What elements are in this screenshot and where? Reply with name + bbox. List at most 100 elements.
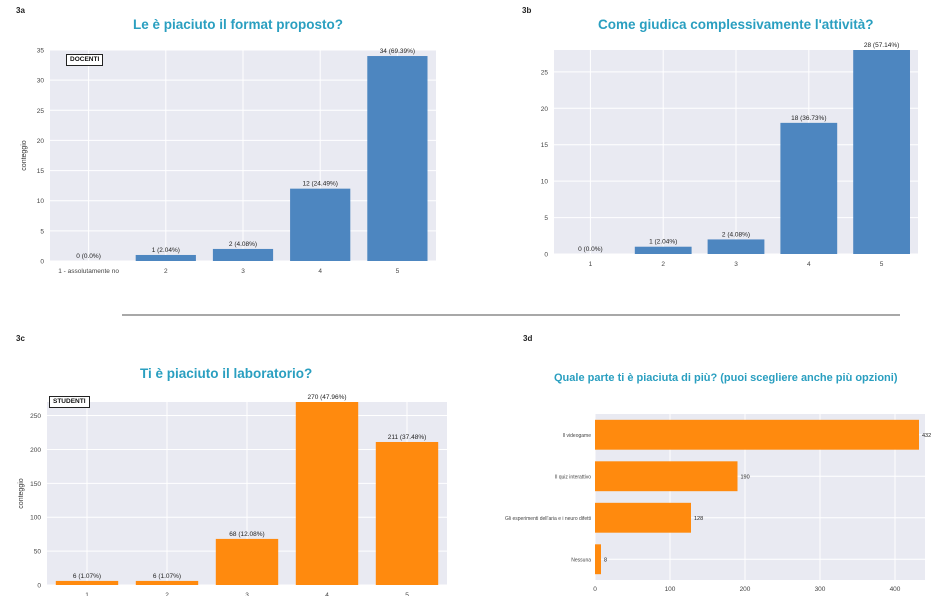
data-label: 190	[741, 474, 750, 480]
x-tick-label: 2	[164, 268, 168, 275]
bar	[595, 419, 919, 450]
bar	[375, 441, 439, 585]
data-label: 18 (36.73%)	[791, 115, 826, 122]
bar	[595, 502, 691, 533]
bar	[135, 254, 196, 261]
bar	[780, 122, 838, 254]
x-tick-label: 4	[807, 261, 811, 268]
bar-chart-3d: 0 100 200 300 400 432 Il videogame 190 Il quiz i…	[505, 414, 931, 593]
bar	[135, 580, 199, 585]
y-tick-label: 0	[40, 259, 44, 266]
y-axis-label: conteggio	[18, 478, 25, 508]
x-tick-label: 5	[396, 268, 400, 275]
bar	[367, 56, 428, 262]
x-tick-label: 5	[880, 261, 884, 268]
bar	[595, 544, 601, 575]
bar	[212, 248, 274, 261]
legend-studenti: STUDENTI	[49, 396, 90, 408]
data-label: 28 (57.14%)	[864, 42, 899, 49]
bar	[853, 50, 910, 254]
x-tick-label: 2	[661, 261, 665, 268]
data-label: 211 (37.48%)	[388, 434, 427, 441]
x-tick-label: 100	[665, 586, 676, 593]
chart-title-3c: Ti è piaciuto il laboratorio?	[140, 366, 313, 381]
section-divider	[122, 314, 900, 316]
panel-id-3c: 3c	[16, 334, 25, 343]
data-label: 1 (2.04%)	[649, 239, 677, 246]
y-tick-label: 30	[37, 78, 45, 85]
y-tick-label: 50	[34, 549, 42, 556]
data-label: 0 (0.0%)	[76, 253, 101, 260]
y-tick-label: 5	[40, 228, 44, 235]
chart-title-3d: Quale parte ti è piaciuta di più? (puoi …	[554, 372, 898, 384]
y-tick-label: 15	[37, 168, 45, 175]
x-tick-label: 1	[85, 592, 89, 596]
data-label: 0 (0.0%)	[578, 246, 603, 253]
data-label: 34 (69.39%)	[380, 48, 415, 55]
bar	[215, 538, 279, 585]
data-label: 12 (24.49%)	[302, 181, 337, 188]
bar	[295, 402, 359, 585]
bar	[595, 461, 738, 492]
chart-panel-3d: 3d Quale parte ti è piaciuta di più? (pu…	[470, 326, 936, 596]
data-label: 6 (1.07%)	[73, 573, 101, 580]
y-tick-label: 250	[30, 413, 41, 420]
x-tick-label: 5	[405, 592, 409, 596]
data-label: 270 (47.96%)	[307, 394, 346, 401]
y-tick-label: 15	[541, 142, 549, 149]
chart-panel-3a: 3a Le è piaciuto il format proposto? 0 5 1…	[0, 0, 470, 290]
y-tick-label: 200	[30, 447, 41, 454]
y-tick-label: 20	[37, 138, 45, 145]
bar-chart-3b: 0 5 10 15 20 25 0 (0.0%) 1 1 (2.04%) 2 2 (4.08%) 3 1…	[541, 42, 918, 268]
panel-id-3b: 3b	[522, 6, 532, 15]
x-tick-label: 0	[593, 586, 597, 593]
y-tick-label: 5	[544, 215, 548, 222]
chart-title-3a: Le è piaciuto il format proposto?	[133, 17, 344, 32]
chart-panel-3c: 3c Ti è piaciuto il laboratorio? 0 50 100 1…	[0, 326, 470, 596]
y-tick-label: 0	[544, 252, 548, 259]
y-tick-label: 10	[37, 198, 45, 205]
data-label: 8	[604, 557, 607, 563]
data-label: 432	[922, 433, 931, 439]
x-tick-label: 4	[318, 268, 322, 275]
bar	[55, 580, 119, 585]
x-tick-label: 1	[589, 261, 593, 268]
y-tick-label: 100	[30, 515, 41, 522]
x-tick-label: 2	[165, 592, 169, 596]
x-tick-label: 4	[325, 592, 329, 596]
bar	[290, 188, 351, 261]
data-label: 68 (12.08%)	[229, 531, 264, 538]
y-tick-label: 10	[541, 179, 549, 186]
y-tick-label: 150	[30, 481, 41, 488]
x-tick-label: 400	[890, 586, 901, 593]
panel-id-3d: 3d	[523, 334, 533, 343]
data-label: 1 (2.04%)	[152, 247, 180, 254]
legend-docenti: DOCENTI	[66, 54, 104, 66]
y-tick-label: 20	[541, 106, 549, 113]
x-tick-label: 3	[245, 592, 249, 596]
x-tick-label: 3	[734, 261, 738, 268]
x-tick-label: 1 - assolutamente no	[58, 268, 119, 275]
y-tick-label: Nessuna	[571, 557, 591, 563]
y-tick-label: 0	[37, 583, 41, 590]
x-tick-label: 300	[815, 586, 826, 593]
chart-panel-3b: 3b Come giudica complessivamente l'attiv…	[470, 0, 936, 290]
y-tick-label: 25	[37, 108, 45, 115]
bar-chart-3c: 0 50 100 150 200 250 6 (1.07%) 1 6 (1.07%) 2 68 (1…	[18, 394, 447, 596]
y-tick-label: Il quiz interattivo	[555, 474, 591, 480]
y-tick-label: 35	[37, 48, 45, 55]
chart-title-3b: Come giudica complessivamente l'attività…	[598, 17, 874, 32]
data-label: 6 (1.07%)	[153, 573, 181, 580]
y-axis-label: conteggio	[21, 140, 28, 170]
data-label: 2 (4.08%)	[722, 231, 750, 238]
data-label: 2 (4.08%)	[229, 241, 257, 248]
bar	[634, 246, 692, 254]
y-tick-label: Il videogame	[563, 433, 592, 439]
panel-id-3a: 3a	[16, 6, 25, 15]
bar	[707, 239, 765, 254]
x-tick-label: 3	[241, 268, 245, 275]
y-tick-label: Gli esperimenti dell'aria e i neuro dife…	[505, 516, 591, 522]
y-tick-label: 25	[541, 69, 549, 76]
x-tick-label: 200	[740, 586, 751, 593]
